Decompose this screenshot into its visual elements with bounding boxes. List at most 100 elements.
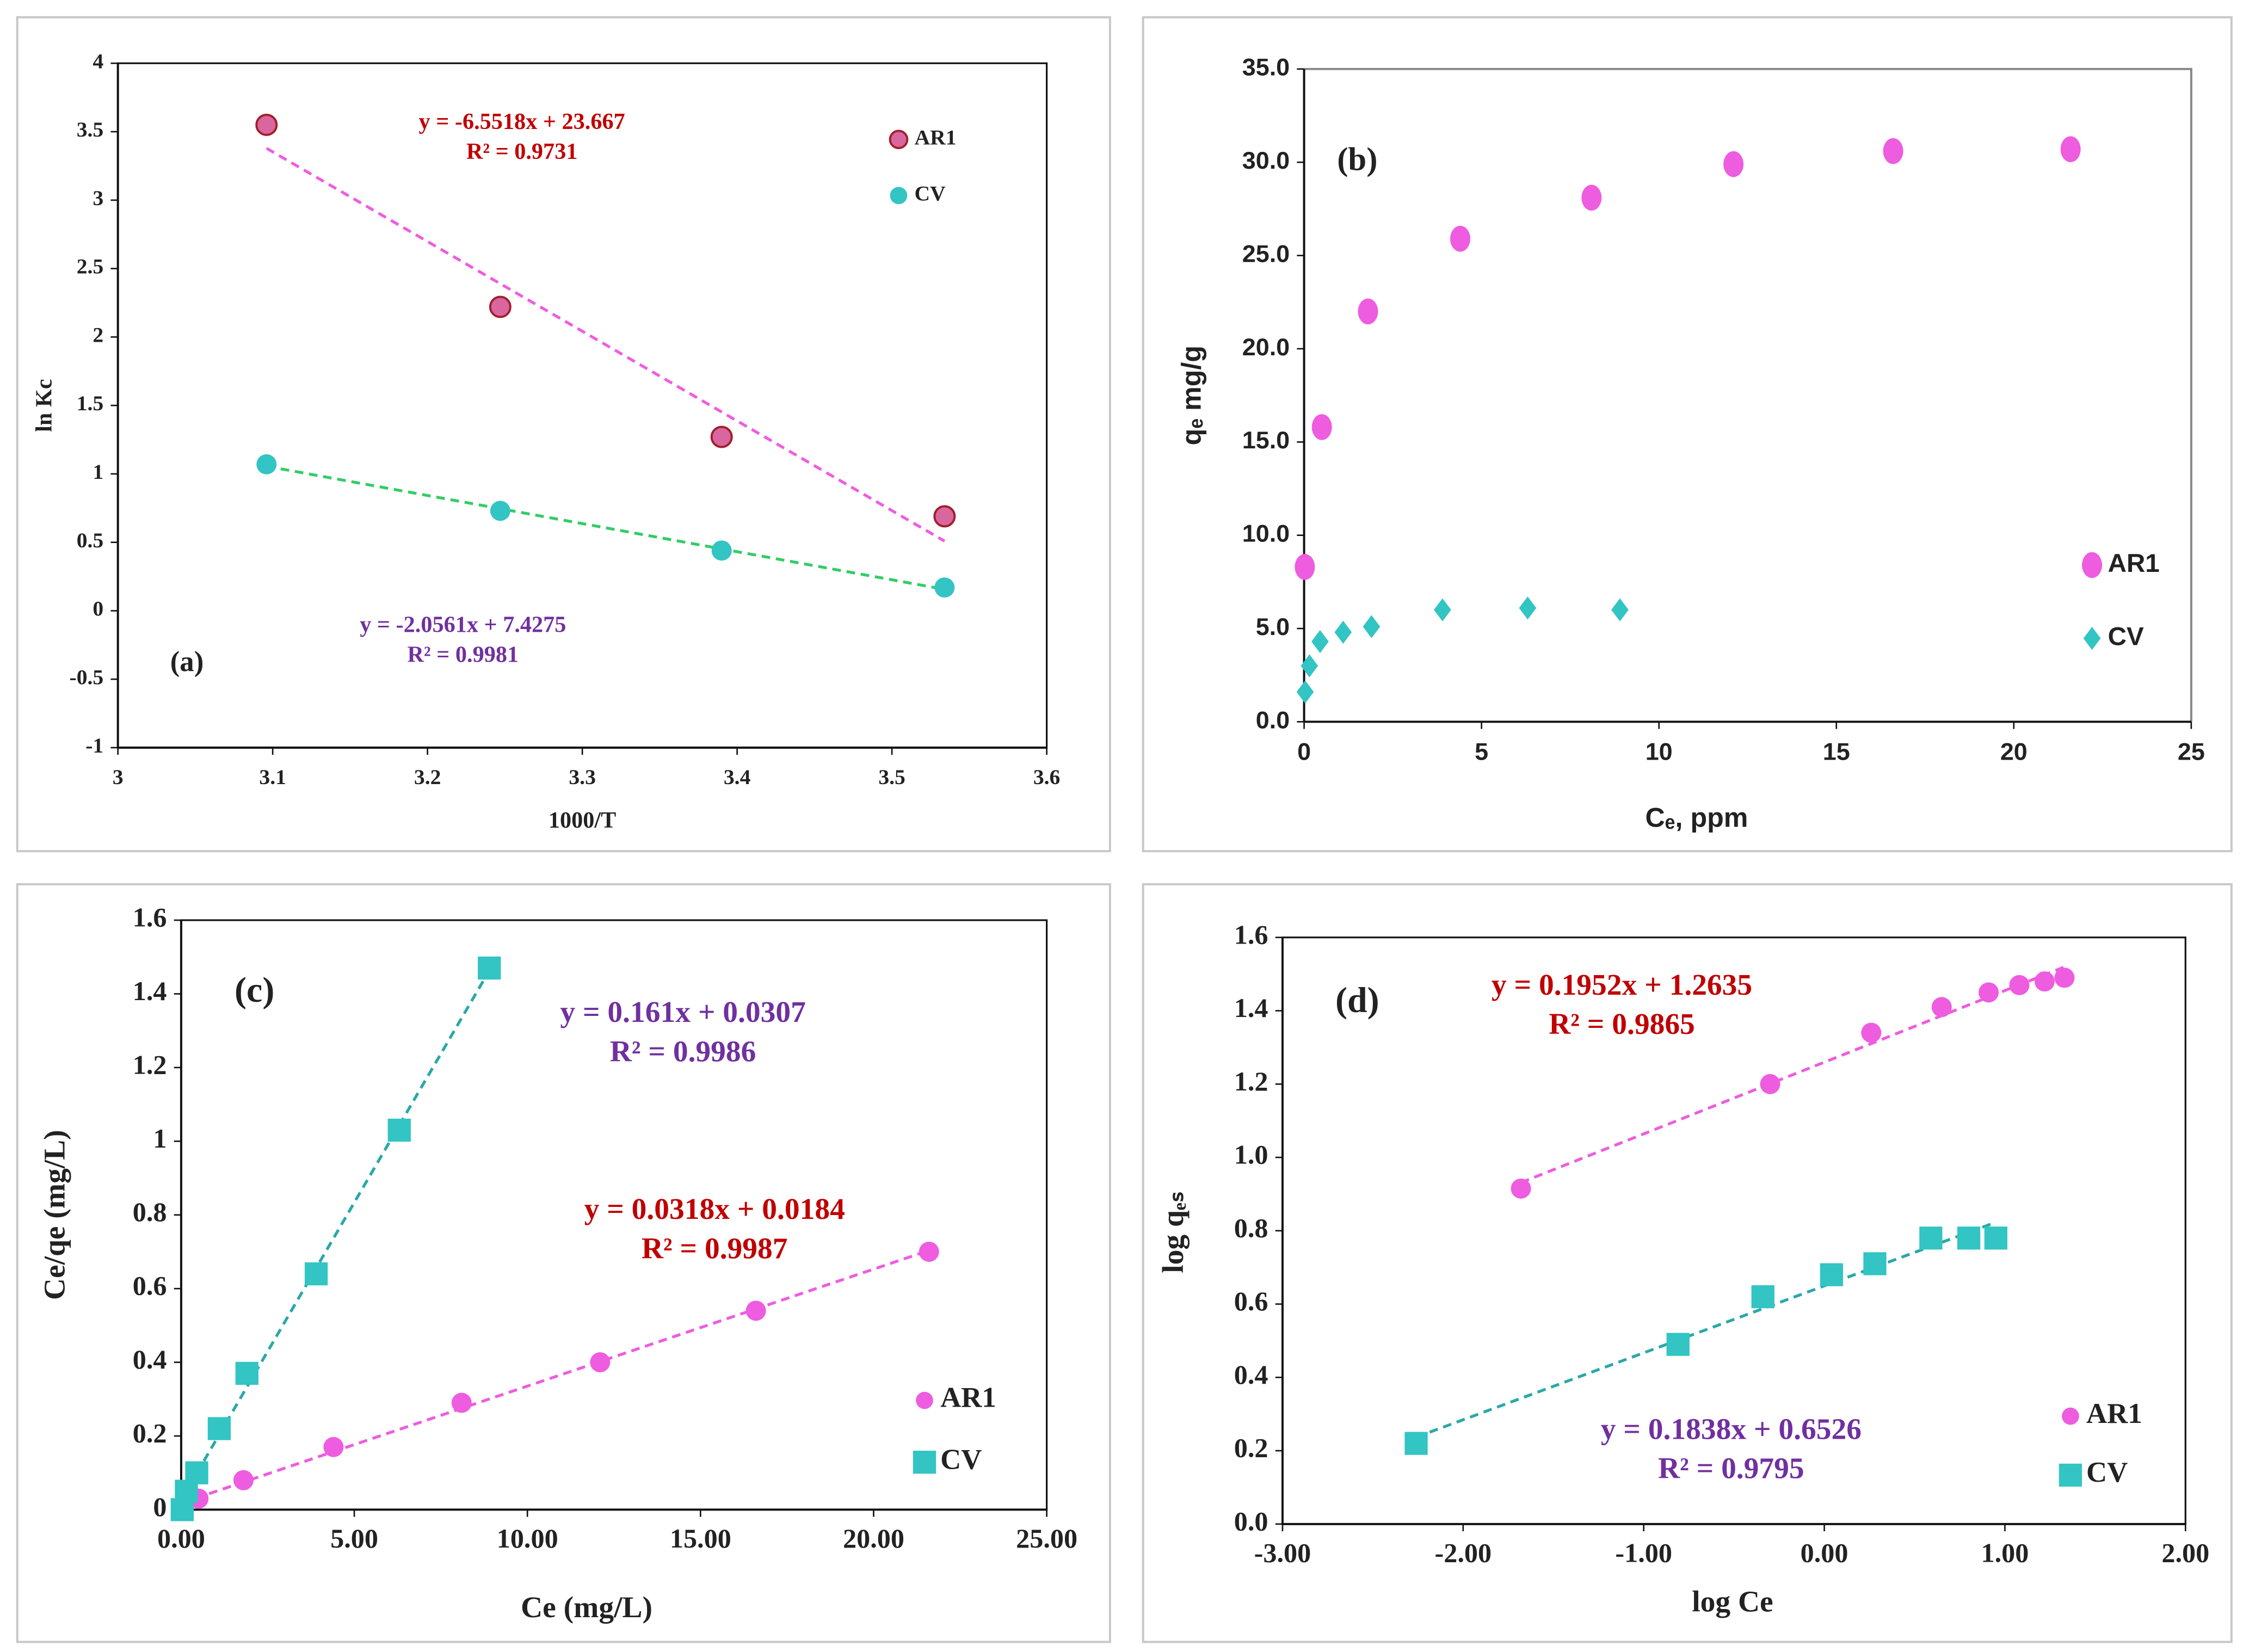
- point: [711, 540, 732, 561]
- y-tick-label: 1.5: [77, 391, 104, 415]
- legend-marker: [2062, 1407, 2079, 1425]
- panel-label: (c): [235, 970, 274, 1010]
- y-tick-label: -1: [85, 733, 103, 757]
- x-axis-label: 1000/T: [549, 807, 616, 833]
- legend-label: CV: [915, 181, 946, 205]
- x-tick-label: 10: [1646, 737, 1673, 765]
- point: [235, 1361, 258, 1385]
- y-tick-label: 0: [153, 1491, 167, 1522]
- y-tick-label: 35.0: [1242, 53, 1290, 81]
- y-axis-label: qₑ mg/g: [1176, 346, 1206, 445]
- y-tick-label: 1.4: [133, 976, 167, 1006]
- legend-label: AR1: [915, 125, 957, 149]
- x-tick-label: 3.2: [414, 765, 441, 789]
- point: [1334, 620, 1352, 644]
- trendline: [181, 970, 491, 1499]
- legend-marker: [2059, 1463, 2082, 1487]
- y-tick-label: 0.4: [1234, 1359, 1268, 1390]
- y-tick-label: 30.0: [1242, 146, 1290, 174]
- point: [919, 1241, 939, 1262]
- x-tick-label: 3.5: [878, 765, 905, 789]
- y-tick-label: 3.5: [77, 118, 104, 141]
- chart-panel: 0 5 10 15 20 25 0.0 5.0 10.0 15.0 20.0 25.0 30.0 35.0…: [1142, 16, 2233, 853]
- y-tick-label: 0: [93, 597, 103, 621]
- trendline-r-squared: R² = 0.9987: [642, 1232, 788, 1265]
- y-tick-label: 0.6: [133, 1271, 167, 1301]
- trendline: [181, 1249, 930, 1505]
- chart-panel: 3 3.1 3.2 3.3 3.4 3.5 3.6 -1 -0.5 0 0.5 1 1.5 2 2.5 3 3.…: [16, 16, 1111, 853]
- y-tick-label: 0.2: [133, 1418, 167, 1448]
- legend-marker: [916, 1391, 933, 1409]
- point: [1820, 1263, 1843, 1286]
- x-tick-label: -3.00: [1254, 1537, 1311, 1568]
- y-tick-label: 20.0: [1242, 333, 1290, 361]
- panel-border: [16, 883, 1111, 1643]
- point: [1519, 596, 1537, 620]
- x-tick-label: 2.00: [2161, 1537, 2209, 1568]
- x-tick-label: -1.00: [1615, 1537, 1672, 1568]
- point: [1919, 1226, 1943, 1250]
- trendline-r-squared: R² = 0.9731: [466, 139, 578, 164]
- x-axis-label: log Ce: [1692, 1586, 1773, 1619]
- trendline-equation: y = 0.1838x + 0.6526: [1601, 1413, 1862, 1446]
- legend-marker: [2083, 627, 2101, 650]
- x-tick-label: 25: [2178, 737, 2205, 765]
- x-tick-label: 20.00: [843, 1523, 904, 1554]
- point: [2034, 971, 2055, 992]
- x-tick-label: 3.1: [259, 765, 286, 789]
- point: [2060, 136, 2081, 162]
- y-tick-label: 10.0: [1242, 520, 1290, 547]
- y-tick-label: 0.2: [1234, 1433, 1268, 1463]
- x-tick-label: 3.4: [724, 765, 751, 789]
- y-tick-label: 2: [93, 323, 103, 347]
- x-tick-label: 5.00: [330, 1523, 378, 1554]
- point: [2054, 967, 2075, 988]
- x-tick-label: 0: [1297, 737, 1311, 765]
- y-tick-label: 0.5: [77, 528, 104, 552]
- point: [489, 295, 512, 318]
- panel-label: (a): [170, 646, 204, 677]
- point: [1311, 414, 1332, 440]
- trendline-equation: y = -6.5518x + 23.667: [419, 109, 625, 134]
- legend-label: CV: [2086, 1457, 2128, 1488]
- point: [1434, 598, 1451, 621]
- legend-label: CV: [940, 1444, 982, 1475]
- y-tick-label: 15.0: [1242, 426, 1290, 454]
- y-tick-label: 1.4: [1234, 993, 1268, 1023]
- point: [710, 426, 733, 448]
- y-tick-label: 4: [93, 49, 103, 73]
- x-tick-label: 15.00: [670, 1523, 731, 1554]
- point: [933, 505, 956, 528]
- x-tick-label: 0.00: [157, 1523, 205, 1554]
- x-tick-label: 3: [113, 765, 124, 789]
- x-tick-label: 25.00: [1016, 1523, 1077, 1554]
- point: [1511, 1178, 1531, 1199]
- legend-label: AR1: [940, 1382, 996, 1414]
- trendline: [1415, 1220, 1996, 1439]
- point: [1863, 1252, 1887, 1275]
- point: [1666, 1333, 1690, 1356]
- y-tick-label: 1.6: [1234, 919, 1268, 950]
- legend-label: CV: [2108, 622, 2144, 651]
- x-axis-label: Cₑ, ppm: [1645, 802, 1748, 833]
- trendline: [1520, 965, 2065, 1184]
- legend-label: AR1: [2108, 549, 2160, 578]
- point: [323, 1437, 344, 1457]
- panel-border: [16, 16, 1111, 853]
- point: [1957, 1226, 1981, 1250]
- y-axis-label: ln Kc: [31, 379, 57, 432]
- point: [1363, 615, 1381, 638]
- point: [233, 1470, 254, 1490]
- trendline-equation: y = 0.161x + 0.0307: [560, 996, 806, 1029]
- x-tick-label: 0.00: [1801, 1537, 1848, 1568]
- y-axis-label: log qₑₛ: [1157, 1191, 1190, 1273]
- y-tick-label: 1: [93, 460, 103, 484]
- y-tick-label: 0.6: [1234, 1286, 1268, 1316]
- point: [256, 454, 277, 474]
- point: [185, 1461, 208, 1484]
- y-tick-label: 25.0: [1242, 239, 1290, 267]
- y-tick-label: 2.5: [77, 255, 104, 279]
- y-tick-label: 1.0: [1234, 1139, 1268, 1170]
- point: [1760, 1074, 1780, 1094]
